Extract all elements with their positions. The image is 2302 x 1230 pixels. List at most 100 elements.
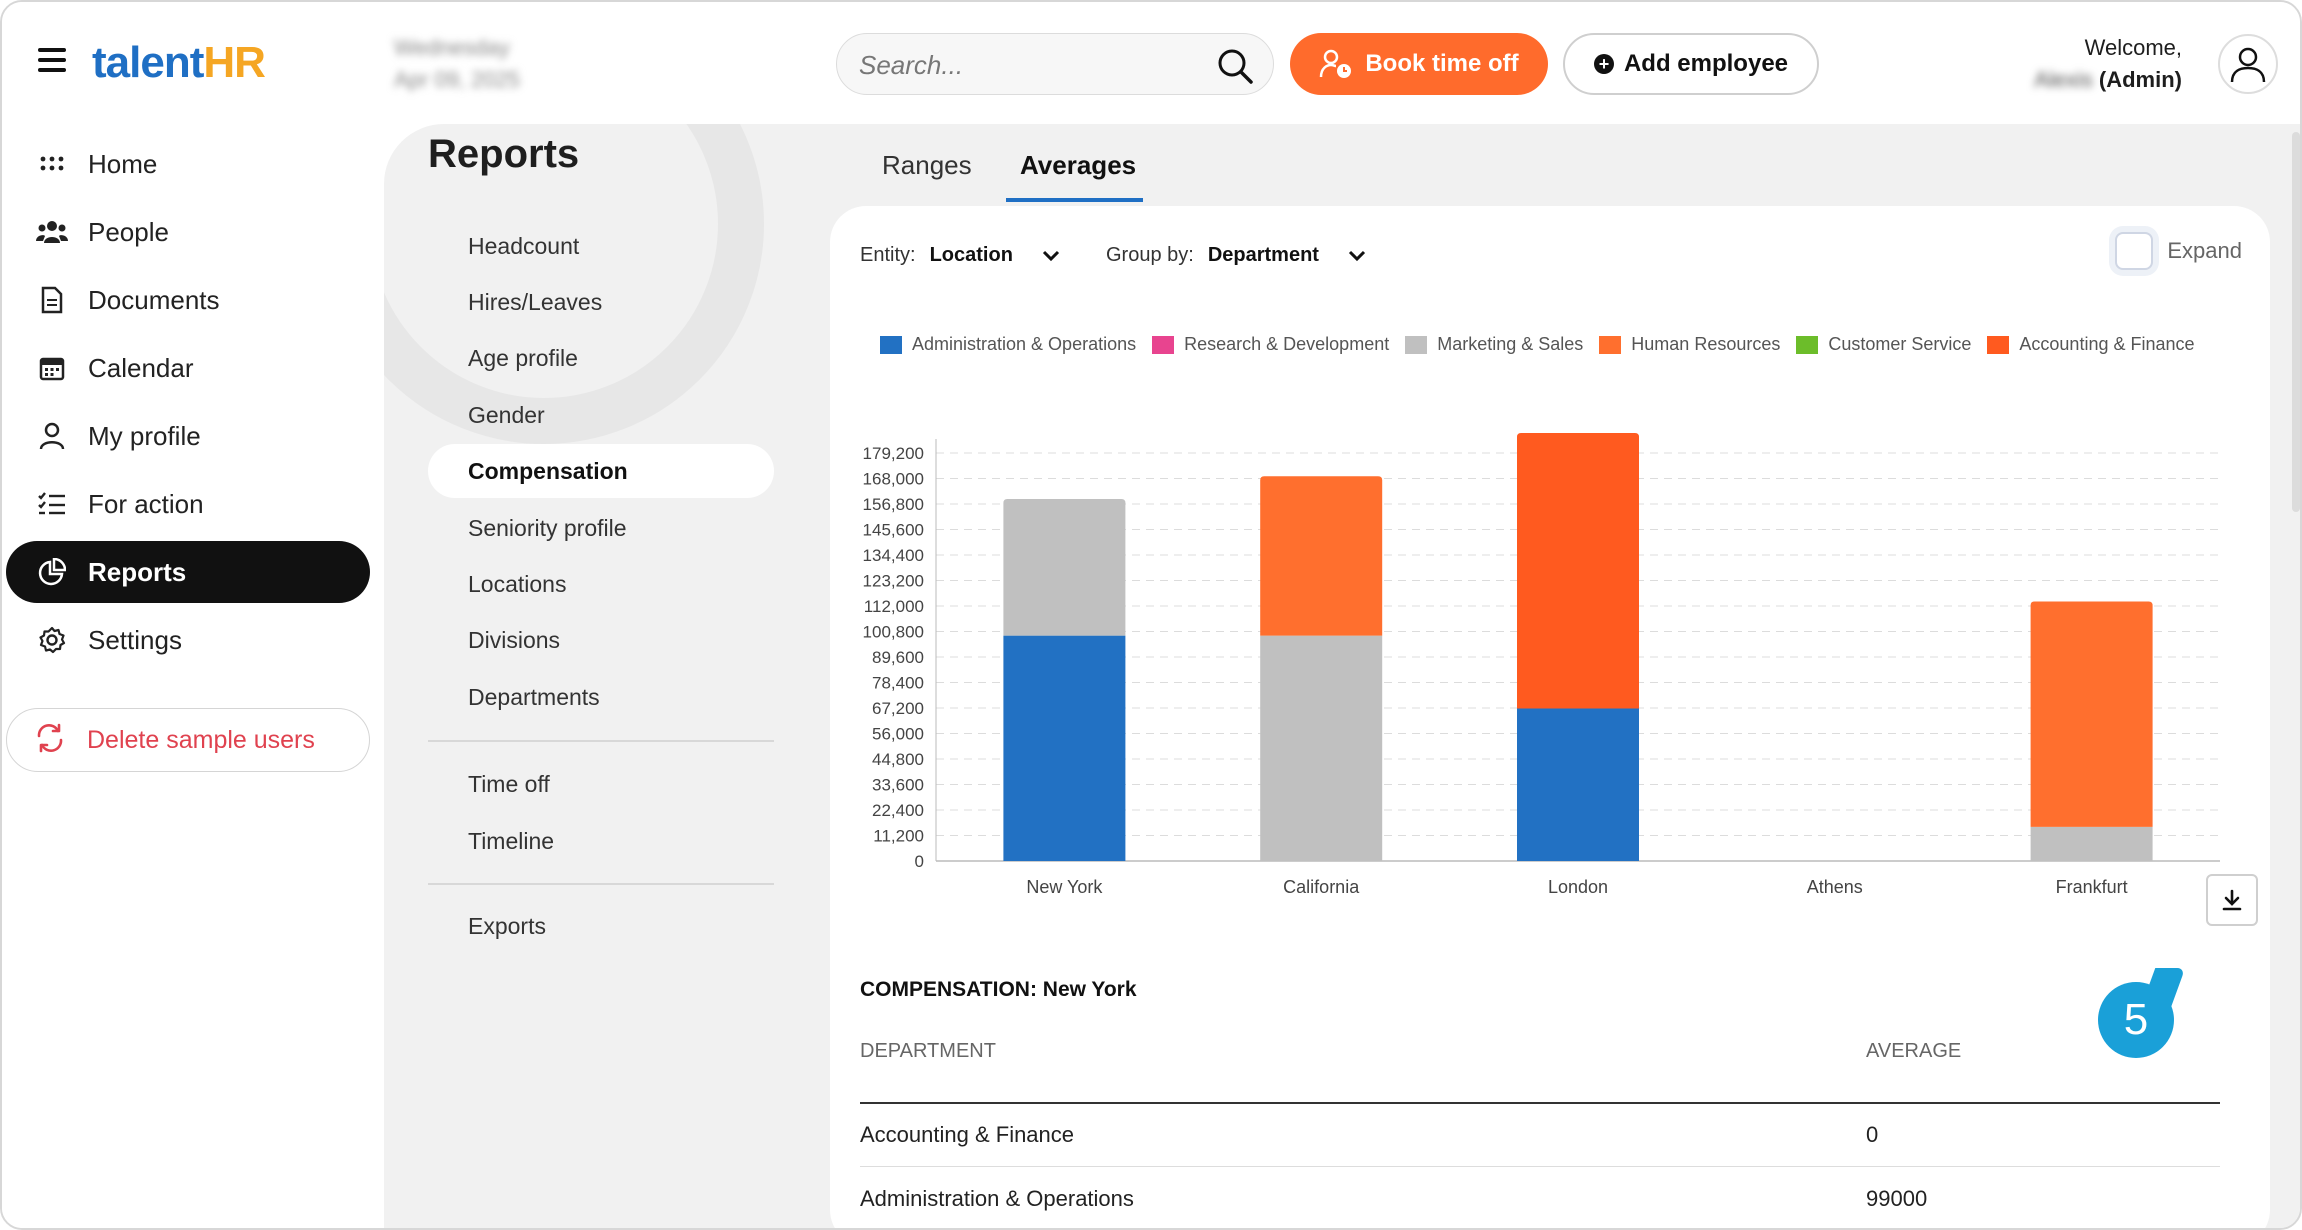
bar-segment xyxy=(1260,476,1383,636)
y-tick-label: 112,000 xyxy=(864,597,924,616)
add-employee-button[interactable]: + Add employee xyxy=(1563,33,1819,95)
report-item-divisions[interactable]: Divisions xyxy=(468,626,561,653)
legend-item[interactable]: Research & Development xyxy=(1152,334,1389,355)
stacked-bar-chart: 0 11,200 22,400 33,600 44,800 56,000 67,200 78,… xyxy=(863,432,2220,897)
report-item-locations[interactable]: Locations xyxy=(468,570,567,597)
search-icon[interactable] xyxy=(1215,46,1255,86)
user-avatar-icon xyxy=(2230,47,2266,83)
legend-item[interactable]: Human Resources xyxy=(1599,334,1780,355)
report-item-hires-leaves[interactable]: Hires/Leaves xyxy=(468,288,603,315)
delete-sample-users-button[interactable]: Delete sample users xyxy=(6,708,370,772)
user-icon xyxy=(36,420,68,452)
sidebar-item-label: Reports xyxy=(88,556,187,587)
y-tick-label: 0 xyxy=(915,852,924,871)
entity-select[interactable]: Entity: Location xyxy=(860,244,1061,267)
legend-swatch xyxy=(1599,335,1622,354)
x-tick-label: London xyxy=(1548,877,1608,897)
sidebar-item-label: Calendar xyxy=(88,352,194,383)
chevron-down-icon xyxy=(1348,250,1366,261)
scrollbar[interactable] xyxy=(2292,132,2300,512)
sidebar: Home People Documents Calendar My profil… xyxy=(2,124,382,1228)
legend-swatch xyxy=(1987,335,2010,354)
report-item-compensation[interactable]: Compensation xyxy=(428,444,774,498)
current-date: Wednesday Apr 09, 2025 xyxy=(394,32,520,96)
y-tick-label: 89,600 xyxy=(872,648,924,667)
search-box[interactable] xyxy=(836,33,1274,95)
legend-item[interactable]: Administration & Operations xyxy=(880,334,1136,355)
chevron-down-icon xyxy=(1042,250,1059,261)
logo-hr: HR xyxy=(203,38,266,87)
bar-segment xyxy=(1517,708,1639,861)
sidebar-item-my-profile[interactable]: My profile xyxy=(6,405,370,467)
y-tick-label: 44,800 xyxy=(872,750,924,769)
sidebar-item-settings[interactable]: Settings xyxy=(6,609,370,671)
table-cell-average: 99000 xyxy=(1866,1186,1928,1211)
avatar[interactable] xyxy=(2218,34,2278,94)
divider xyxy=(428,883,774,885)
sidebar-item-reports[interactable]: Reports xyxy=(6,541,370,603)
calendar-icon xyxy=(36,352,68,384)
download-button[interactable] xyxy=(2206,874,2258,926)
expand-toggle[interactable]: Expand xyxy=(2115,232,2242,270)
report-item-exports[interactable]: Exports xyxy=(468,912,546,939)
legend-label: Administration & Operations xyxy=(912,334,1137,354)
sidebar-item-label: Settings xyxy=(88,624,182,655)
people-icon xyxy=(36,216,68,248)
bar-segment xyxy=(1003,635,1126,861)
sidebar-item-home[interactable]: Home xyxy=(6,133,370,195)
y-tick-label: 67,200 xyxy=(872,699,924,718)
report-item-timeline[interactable]: Timeline xyxy=(468,827,555,854)
report-item-age-profile[interactable]: Age profile xyxy=(468,344,578,371)
report-item-headcount[interactable]: Headcount xyxy=(468,232,580,259)
top-bar: talentHR Wednesday Apr 09, 2025 Book tim… xyxy=(2,2,2300,124)
person-clock-icon xyxy=(1320,49,1352,78)
legend-item[interactable]: Customer Service xyxy=(1796,334,1971,355)
group-label: Group by: xyxy=(1106,244,1194,266)
y-tick-label: 156,800 xyxy=(863,495,924,514)
y-tick-label: 56,000 xyxy=(872,725,924,744)
welcome-text: Welcome, Alexis (Admin) xyxy=(2034,32,2182,96)
table-cell-average: 0 xyxy=(1866,1122,1879,1147)
y-tick-label: 78,400 xyxy=(872,674,924,693)
y-tick-label: 100,800 xyxy=(863,623,924,642)
legend-item[interactable]: Accounting & Finance xyxy=(1987,334,2195,355)
report-item-seniority-profile[interactable]: Seniority profile xyxy=(468,514,627,541)
legend-label: Human Resources xyxy=(1631,334,1781,354)
book-label: Book time off xyxy=(1365,50,1519,77)
logo[interactable]: talentHR xyxy=(92,38,266,88)
report-item-time-off[interactable]: Time off xyxy=(468,770,550,797)
x-tick-label: Frankfurt xyxy=(2056,877,2128,897)
legend-swatch xyxy=(1405,335,1428,354)
sidebar-item-documents[interactable]: Documents xyxy=(6,269,370,331)
tab-averages[interactable]: Averages xyxy=(1020,150,1137,180)
gear-icon xyxy=(36,624,68,656)
report-item-departments[interactable]: Departments xyxy=(468,683,600,710)
y-tick-label: 134,400 xyxy=(863,546,924,565)
date-weekday: Wednesday xyxy=(394,35,510,60)
table-cell-department: Accounting & Finance xyxy=(860,1122,1075,1147)
report-card: Entity: Location Group by: Department Ex… xyxy=(830,206,2270,1228)
menu-icon[interactable] xyxy=(38,48,66,72)
sidebar-item-calendar[interactable]: Calendar xyxy=(6,337,370,399)
plus-circle-icon: + xyxy=(1593,54,1614,74)
legend-item[interactable]: Marketing & Sales xyxy=(1405,334,1583,355)
y-tick-label: 33,600 xyxy=(872,776,924,795)
legend-label: Research & Development xyxy=(1184,334,1390,354)
x-tick-label: New York xyxy=(1026,877,1103,897)
bar-segment xyxy=(2030,826,2153,861)
sidebar-item-label: For action xyxy=(88,488,204,519)
report-item-gender[interactable]: Gender xyxy=(468,401,545,428)
book-time-off-button[interactable]: Book time off xyxy=(1290,33,1548,95)
group-by-select[interactable]: Group by: Department xyxy=(1106,244,1367,267)
sidebar-item-people[interactable]: People xyxy=(6,201,370,263)
tab-ranges[interactable]: Ranges xyxy=(882,150,972,180)
logo-text: talent xyxy=(92,38,204,87)
y-tick-label: 123,200 xyxy=(863,572,924,591)
y-tick-label: 179,200 xyxy=(863,444,924,463)
search-input[interactable] xyxy=(859,48,1199,82)
user-role: (Admin) xyxy=(2098,67,2182,92)
expand-checkbox[interactable] xyxy=(2115,232,2154,270)
x-tick-label: California xyxy=(1283,877,1360,897)
sidebar-item-for-action[interactable]: For action xyxy=(6,473,370,535)
legend-swatch xyxy=(1796,335,1819,354)
